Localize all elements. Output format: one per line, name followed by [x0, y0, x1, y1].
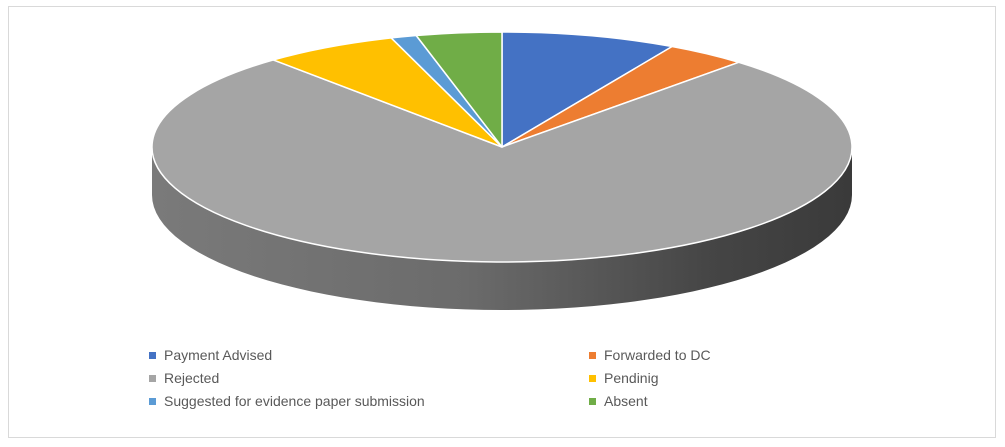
- pie-side-2: [152, 147, 852, 310]
- pie-slice-payment-advised: [501, 31, 673, 148]
- legend-label: Absent: [604, 393, 648, 409]
- pie-chart: [151, 31, 853, 310]
- legend-item-payment-advised: Payment Advised: [149, 345, 589, 365]
- legend-label: Rejected: [164, 370, 220, 386]
- pie-slice-pendinig: [272, 37, 503, 148]
- legend-item-forwarded-to-dc: Forwarded to DC: [589, 345, 769, 365]
- legend-swatch: [589, 351, 596, 359]
- pie-slice-absent: [415, 31, 503, 148]
- legend-item-suggested-evidence: Suggested for evidence paper submission: [149, 391, 589, 411]
- legend-label: Forwarded to DC: [604, 347, 711, 363]
- legend: Payment Advised Forwarded to DC Rejected…: [149, 345, 769, 411]
- legend-swatch: [149, 351, 156, 359]
- legend-swatch: [589, 397, 596, 405]
- legend-item-absent: Absent: [589, 391, 769, 411]
- legend-label: Pendinig: [604, 370, 659, 386]
- chart-frame: Payment Advised Forwarded to DC Rejected…: [8, 6, 996, 438]
- legend-item-pending: Pendinig: [589, 368, 769, 388]
- legend-label: Payment Advised: [164, 347, 273, 363]
- legend-label: Suggested for evidence paper submission: [164, 393, 425, 409]
- legend-item-rejected: Rejected: [149, 368, 589, 388]
- legend-swatch: [589, 374, 596, 382]
- legend-swatch: [149, 397, 156, 405]
- pie-slice-rejected: [151, 59, 853, 263]
- legend-swatch: [149, 374, 156, 382]
